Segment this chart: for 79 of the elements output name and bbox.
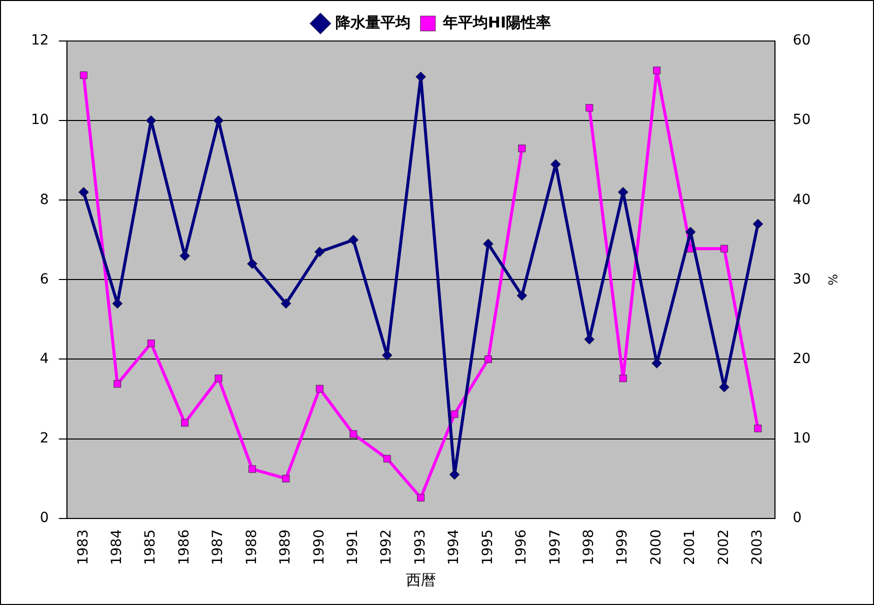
point (416, 72, 426, 82)
point (618, 186, 628, 198)
y-tick-label: 8 (40, 192, 49, 208)
point (482, 238, 494, 250)
point (180, 250, 190, 262)
x-tick-label: 2002 (716, 529, 732, 566)
point (484, 355, 492, 364)
y2-tick-label: 30 (792, 271, 811, 288)
point (417, 494, 425, 502)
x-axis-title: 西暦 (406, 570, 436, 589)
point (718, 382, 730, 392)
x-tick-label: 1998 (581, 529, 598, 566)
point (246, 258, 258, 270)
y-tick-label: 6 (40, 271, 49, 288)
point (316, 384, 324, 392)
point (350, 430, 358, 438)
point (752, 218, 764, 230)
legend-label: 降水量平均 (335, 13, 410, 32)
point (584, 334, 595, 345)
x-tick-label: 1991 (345, 529, 362, 566)
point (282, 474, 290, 482)
x-tick-label: 1994 (446, 529, 462, 566)
x-tick-label: 1989 (278, 529, 294, 566)
y-tick-label: 0 (40, 510, 49, 526)
point (114, 380, 122, 388)
point (248, 465, 256, 473)
point (450, 410, 458, 418)
x-tick-label: 1987 (210, 529, 226, 566)
point (314, 246, 325, 258)
x-tick-label: 1999 (614, 529, 631, 566)
point (720, 244, 728, 252)
x-tick-label: 1997 (547, 529, 564, 566)
y2-tick-label: 10 (792, 430, 811, 446)
point (78, 186, 89, 198)
x-tick-label: 1995 (480, 529, 496, 566)
x-tick-label: 2000 (648, 529, 664, 566)
point (112, 298, 123, 309)
point (214, 374, 222, 382)
point (619, 374, 627, 382)
point (382, 350, 392, 361)
point (80, 71, 88, 79)
y2-tick-label: 50 (792, 112, 811, 128)
point (383, 454, 391, 462)
x-tick-label: 1984 (109, 529, 126, 566)
point (550, 159, 561, 170)
x-tick-label: 1992 (378, 529, 395, 566)
y2-tick-label: 0 (792, 510, 802, 526)
y2-tick-label: 20 (792, 350, 811, 367)
x-tick-label: 2001 (682, 529, 698, 566)
point (280, 298, 292, 309)
point (449, 469, 460, 480)
y2-tick-label: 40 (792, 192, 811, 208)
x-tick-label: 1993 (412, 529, 428, 566)
x-tick-label: 1990 (311, 529, 328, 566)
x-tick-label: 1983 (75, 529, 92, 566)
x-tick-label: 1996 (514, 529, 530, 566)
x-tick-label: 1985 (142, 529, 159, 566)
point (685, 226, 696, 238)
y2-axis-title: % (826, 274, 840, 286)
point (586, 104, 594, 112)
point (652, 358, 662, 368)
x-tick-label: 1986 (176, 529, 192, 566)
point (213, 115, 224, 126)
x-tick-label: 1988 (244, 529, 260, 566)
point (146, 115, 156, 126)
y-tick-label: 4 (40, 350, 49, 367)
legend-label: 年平均HI陽性率 (442, 13, 552, 32)
point (653, 66, 661, 74)
point (147, 340, 155, 348)
y-tick-label: 10 (30, 112, 49, 128)
point (181, 419, 189, 427)
y-tick-label: 2 (40, 430, 49, 446)
point (518, 144, 526, 152)
y-tick-label: 12 (30, 32, 49, 49)
point (348, 234, 359, 246)
point (516, 290, 528, 301)
y2-tick-label: 60 (792, 32, 811, 49)
point (754, 424, 762, 432)
x-tick-label: 2003 (750, 529, 766, 566)
